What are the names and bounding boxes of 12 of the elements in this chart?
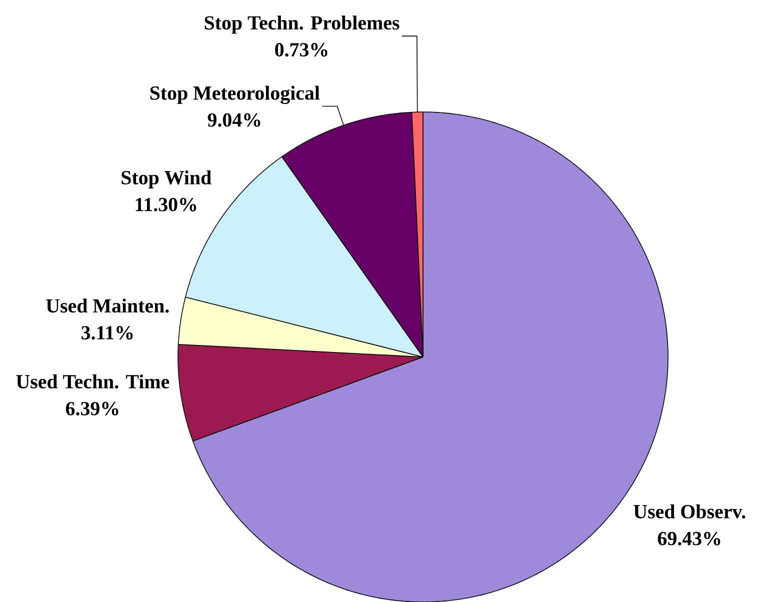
data-label: 9.04% [208,113,260,127]
slice-label: Used Observ. [634,504,746,518]
slice-label: Stop Techn. Problemes [204,16,400,34]
slice-label: Stop Wind [122,170,212,188]
slice-label: Stop Meteorological [150,86,320,104]
slice-label: Used Mainten. [46,298,169,313]
slice-label: Used Techn. Time [16,374,170,389]
data-label: 6.39% [66,402,118,416]
data-label: 69.43% [658,532,720,546]
data-label: 0.73% [275,43,328,57]
data-label: 11.30% [136,198,196,212]
data-label: 3.11% [82,326,133,340]
